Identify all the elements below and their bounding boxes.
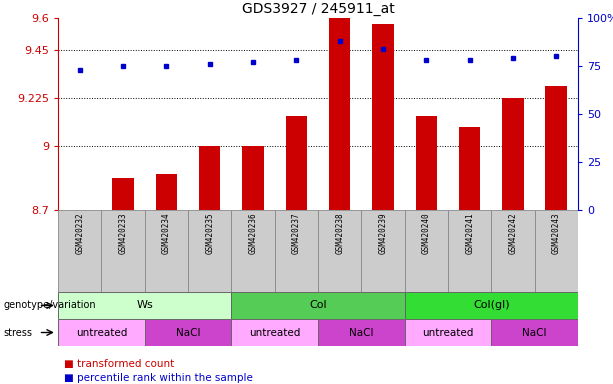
Bar — [199, 146, 221, 210]
Text: GSM420240: GSM420240 — [422, 212, 431, 254]
Bar — [58, 319, 145, 346]
Bar — [459, 127, 481, 210]
Bar — [416, 116, 437, 210]
Bar — [405, 210, 448, 292]
Text: NaCl: NaCl — [349, 328, 373, 338]
Bar — [405, 292, 578, 319]
Bar — [372, 25, 394, 210]
Text: GSM420241: GSM420241 — [465, 212, 474, 254]
Bar — [329, 18, 351, 210]
Bar — [231, 319, 318, 346]
Bar — [318, 210, 361, 292]
Bar — [231, 292, 405, 319]
Bar — [286, 116, 307, 210]
Bar — [405, 319, 492, 346]
Bar — [58, 210, 101, 292]
Bar — [188, 210, 231, 292]
Text: NaCl: NaCl — [176, 328, 200, 338]
Bar — [502, 98, 524, 210]
Bar — [58, 292, 231, 319]
Text: untreated: untreated — [249, 328, 300, 338]
Text: genotype/variation: genotype/variation — [3, 301, 96, 311]
Text: GSM420232: GSM420232 — [75, 212, 84, 254]
Bar — [145, 210, 188, 292]
Text: untreated: untreated — [422, 328, 474, 338]
Bar — [492, 319, 578, 346]
Bar — [535, 210, 578, 292]
Bar — [145, 319, 231, 346]
Text: GSM420237: GSM420237 — [292, 212, 301, 254]
Text: Col: Col — [309, 301, 327, 311]
Text: GSM420242: GSM420242 — [509, 212, 517, 254]
Bar — [101, 210, 145, 292]
Bar — [275, 210, 318, 292]
Text: GSM420236: GSM420236 — [248, 212, 257, 254]
Text: ■ percentile rank within the sample: ■ percentile rank within the sample — [64, 373, 253, 383]
Bar — [112, 178, 134, 210]
Text: GSM420234: GSM420234 — [162, 212, 171, 254]
Bar — [361, 210, 405, 292]
Text: stress: stress — [3, 328, 32, 338]
Bar — [492, 210, 535, 292]
Text: GSM420238: GSM420238 — [335, 212, 344, 254]
Text: GSM420233: GSM420233 — [118, 212, 128, 254]
Text: NaCl: NaCl — [522, 328, 547, 338]
Bar — [318, 319, 405, 346]
Bar — [242, 146, 264, 210]
Title: GDS3927 / 245911_at: GDS3927 / 245911_at — [242, 2, 394, 16]
Text: GSM420243: GSM420243 — [552, 212, 561, 254]
Text: ■ transformed count: ■ transformed count — [64, 359, 174, 369]
Bar — [156, 174, 177, 210]
Text: Ws: Ws — [136, 301, 153, 311]
Bar — [546, 86, 567, 210]
Bar — [231, 210, 275, 292]
Bar — [448, 210, 492, 292]
Text: GSM420235: GSM420235 — [205, 212, 214, 254]
Text: GSM420239: GSM420239 — [378, 212, 387, 254]
Text: Col(gl): Col(gl) — [473, 301, 509, 311]
Text: untreated: untreated — [75, 328, 127, 338]
